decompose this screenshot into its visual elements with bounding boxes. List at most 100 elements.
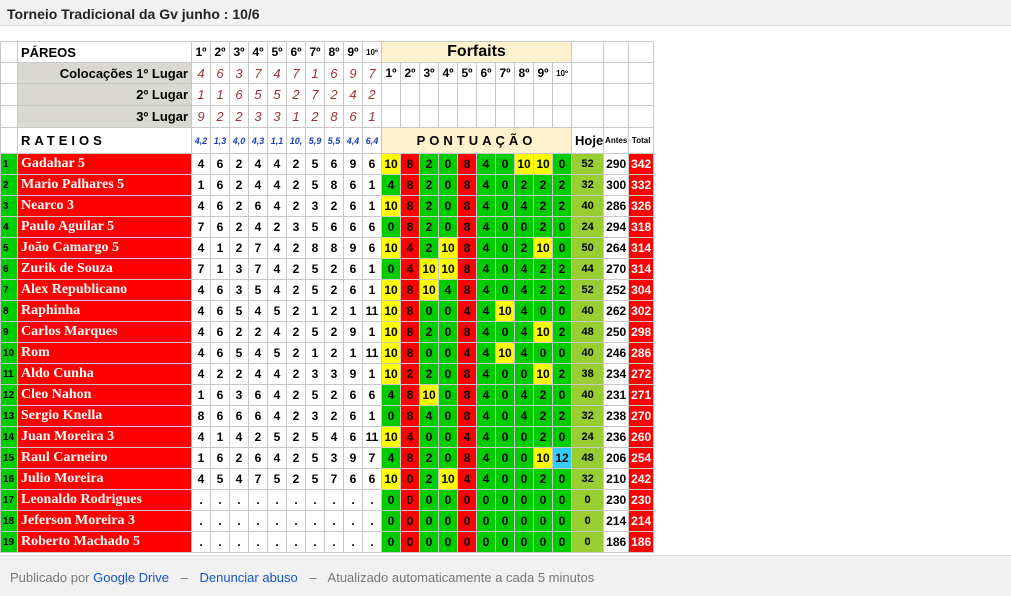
points-value[interactable]: 0 [552,468,572,490]
points-value[interactable]: 0 [514,468,534,490]
pick-value[interactable]: 6 [343,174,363,196]
forfait-header[interactable]: 1º [381,62,401,84]
pick-value[interactable]: 5 [248,279,268,301]
antes-value[interactable]: 290 [603,153,630,175]
points-value[interactable]: 2 [533,258,553,280]
pick-value[interactable]: 5 [305,321,325,343]
pareo-header[interactable]: 4º [248,41,268,63]
points-value[interactable]: 0 [476,531,496,553]
antes-value[interactable]: 186 [603,531,630,553]
antes-value[interactable]: 210 [603,468,630,490]
rateio-value[interactable]: 4,2 [191,127,211,154]
points-value[interactable]: 8 [400,321,420,343]
pick-value[interactable]: 1 [191,174,211,196]
second-place-value[interactable]: 2 [362,83,382,106]
blank-cell[interactable] [603,41,630,63]
points-value[interactable]: 2 [419,237,439,259]
points-value[interactable]: 0 [552,384,572,406]
blank-cell[interactable] [438,105,458,128]
total-value[interactable]: 254 [628,447,655,469]
points-value[interactable]: 2 [533,195,553,217]
pick-value[interactable]: 6 [210,153,230,175]
second-place-value[interactable]: 4 [343,83,363,106]
antes-value[interactable]: 231 [603,384,630,406]
pick-value[interactable]: 3 [305,405,325,427]
points-value[interactable]: 2 [533,426,553,448]
blank-cell[interactable] [0,127,18,154]
pick-value[interactable]: . [305,531,325,553]
pick-value[interactable]: 4 [267,384,287,406]
pick-value[interactable]: 6 [362,237,382,259]
player-name[interactable]: Raul Carneiro [17,447,192,469]
points-value[interactable]: 8 [457,258,477,280]
pick-value[interactable]: . [324,510,344,532]
points-value[interactable]: 0 [495,174,515,196]
pick-value[interactable]: 4 [267,363,287,385]
points-value[interactable]: 4 [514,195,534,217]
pick-value[interactable]: 6 [343,426,363,448]
row-number[interactable]: 17 [0,489,18,511]
blank-cell[interactable] [570,83,605,106]
antes-value[interactable]: 230 [603,489,630,511]
blank-cell[interactable] [0,83,18,106]
pareo-header[interactable]: 8º [324,41,344,63]
pick-value[interactable]: 3 [229,279,249,301]
pick-value[interactable]: 2 [286,279,306,301]
pick-value[interactable]: 6 [210,216,230,238]
player-name[interactable]: Rom [17,342,192,364]
rateio-value[interactable]: 1,3 [210,127,230,154]
points-value[interactable]: 2 [552,174,572,196]
points-value[interactable]: 4 [400,258,420,280]
blank-cell[interactable] [603,105,630,128]
points-value[interactable]: 0 [438,447,458,469]
colocacoes-label[interactable]: Colocações 1º Lugar [17,62,192,84]
points-value[interactable]: 4 [476,279,496,301]
pick-value[interactable]: . [248,489,268,511]
points-value[interactable]: 0 [552,531,572,553]
pareo-header[interactable]: 9º [343,41,363,63]
second-place-value[interactable]: 5 [267,83,287,106]
points-value[interactable]: 8 [400,384,420,406]
pick-value[interactable]: 6 [343,468,363,490]
pick-value[interactable]: 4 [267,321,287,343]
points-value[interactable]: 10 [381,279,401,301]
total-value[interactable]: 271 [628,384,655,406]
antes-value[interactable]: 206 [603,447,630,469]
pick-value[interactable]: 6 [248,195,268,217]
points-value[interactable]: 0 [438,153,458,175]
points-value[interactable]: 10 [419,384,439,406]
player-name[interactable]: Aldo Cunha [17,363,192,385]
pick-value[interactable]: 1 [362,321,382,343]
points-value[interactable]: 4 [476,384,496,406]
points-value[interactable]: 0 [381,216,401,238]
pick-value[interactable]: 2 [248,426,268,448]
pareos-label[interactable]: PÁREOS [17,41,192,63]
points-value[interactable]: 0 [457,510,477,532]
row-number[interactable]: 5 [0,237,18,259]
pick-value[interactable]: 2 [286,363,306,385]
rateios-label[interactable]: RATEIOS [17,127,192,154]
pareo-header[interactable]: 5º [267,41,287,63]
points-value[interactable]: 4 [457,342,477,364]
first-place-value[interactable]: 4 [191,62,211,84]
blank-cell[interactable] [533,83,553,106]
pick-value[interactable]: 5 [267,342,287,364]
points-value[interactable]: 10 [533,237,553,259]
hoje-value[interactable]: 24 [570,216,605,238]
row-number[interactable]: 9 [0,321,18,343]
points-value[interactable]: 0 [495,405,515,427]
hoje-value[interactable]: 40 [570,384,605,406]
pick-value[interactable]: 6 [343,216,363,238]
row-number[interactable]: 18 [0,510,18,532]
points-value[interactable]: 10 [381,426,401,448]
hoje-value[interactable]: 52 [570,153,605,175]
blank-cell[interactable] [0,105,18,128]
antes-value[interactable]: 264 [603,237,630,259]
points-value[interactable]: 4 [476,405,496,427]
pick-value[interactable]: 6 [210,300,230,322]
pick-value[interactable]: 2 [324,321,344,343]
points-value[interactable]: 10 [419,258,439,280]
second-place-value[interactable]: 1 [191,83,211,106]
points-value[interactable]: 0 [438,363,458,385]
second-place-value[interactable]: 2 [324,83,344,106]
